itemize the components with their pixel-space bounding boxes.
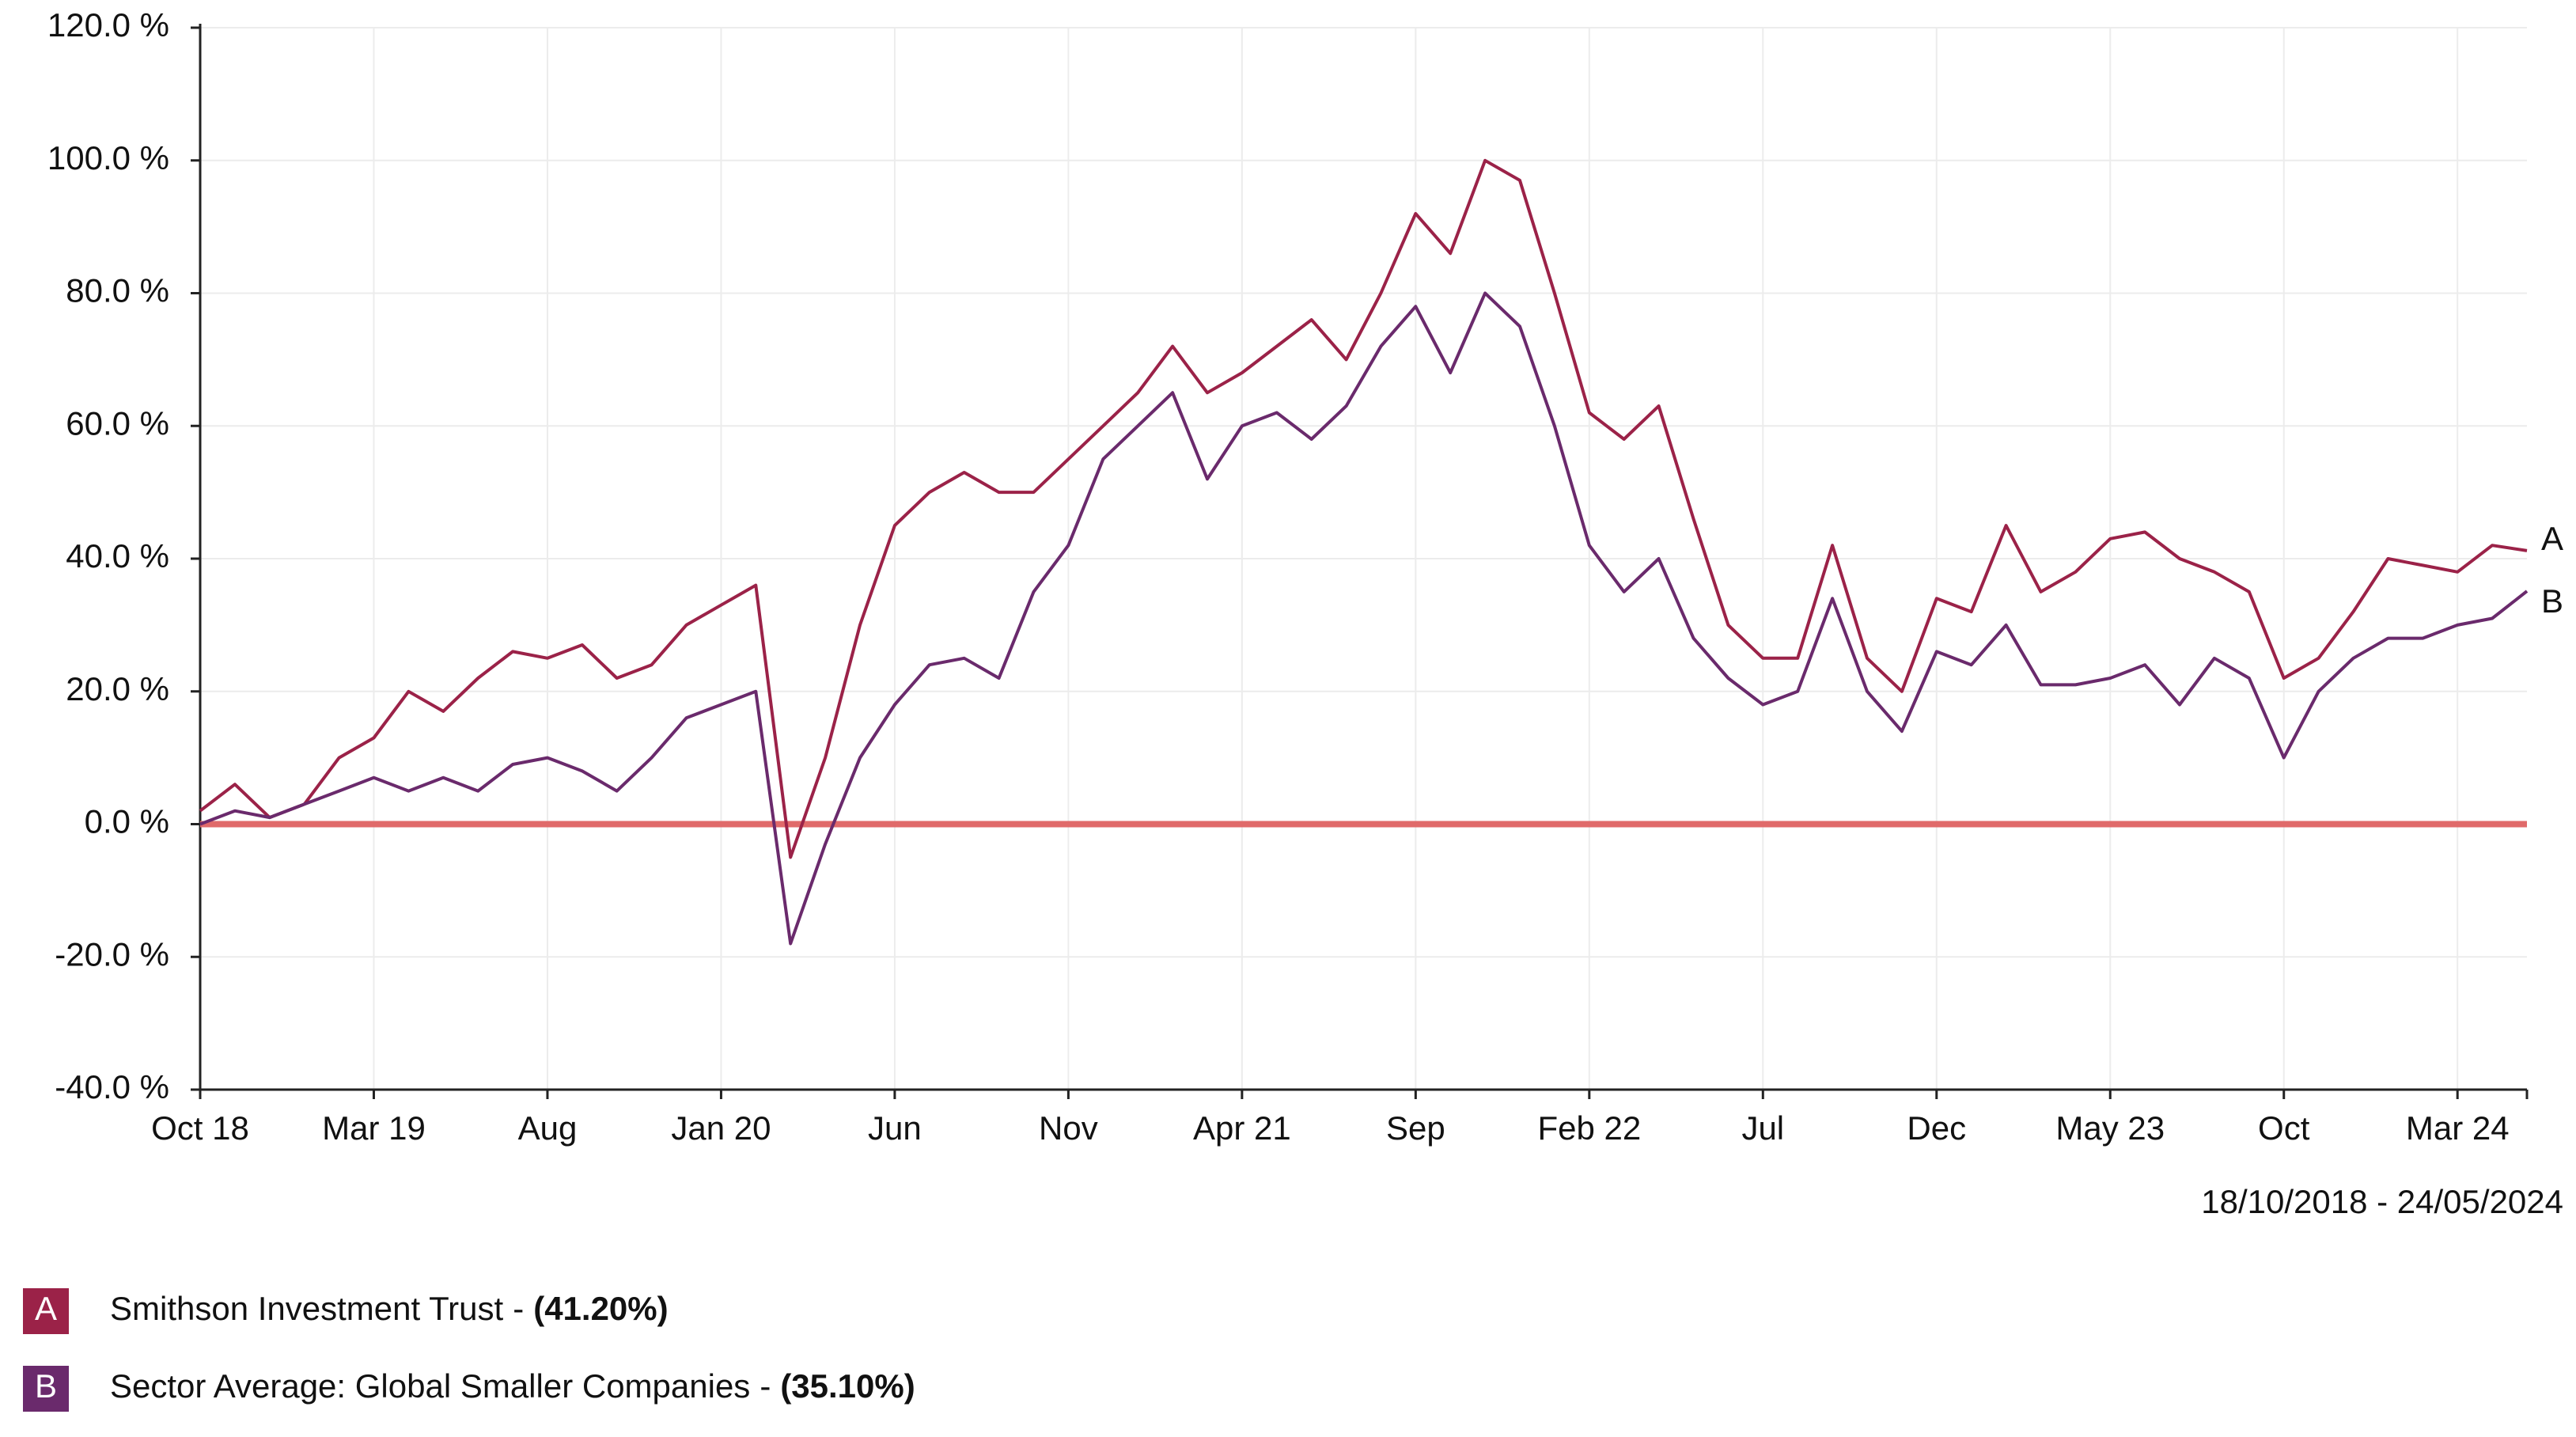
x-tick-label: Oct — [2258, 1109, 2310, 1147]
y-tick-label: 40.0 % — [66, 537, 169, 574]
legend-separator: - — [760, 1367, 771, 1405]
x-tick-label: Oct 18 — [151, 1109, 249, 1147]
x-tick-label: Feb 22 — [1537, 1109, 1641, 1147]
x-tick-label: Sep — [1386, 1109, 1445, 1147]
y-tick-label: -20.0 % — [55, 935, 169, 973]
series-line — [199, 158, 2528, 859]
legend-swatch — [23, 1288, 69, 1334]
x-tick-label: Jun — [868, 1109, 922, 1147]
y-tick-label: 100.0 % — [47, 139, 169, 176]
x-tick-label: Apr 21 — [1193, 1109, 1291, 1147]
x-tick-label: May 23 — [2055, 1109, 2165, 1147]
y-tick-label: 0.0 % — [85, 803, 169, 840]
end-label: B — [2541, 582, 2563, 620]
legend-marker: A — [35, 1290, 57, 1327]
x-tick-label: Jul — [1741, 1109, 1784, 1147]
legend-name: Smithson Investment Trust — [110, 1290, 504, 1327]
legend-value: (41.20%) — [533, 1290, 668, 1327]
x-tick-label: Mar 24 — [2406, 1109, 2510, 1147]
legend-entry: Sector Average: Global Smaller Companies… — [110, 1367, 915, 1405]
x-tick-label: Nov — [1039, 1109, 1098, 1147]
legend-name: Sector Average: Global Smaller Companies — [110, 1367, 750, 1405]
y-tick-label: 20.0 % — [66, 670, 169, 707]
legend-swatch — [23, 1366, 69, 1412]
y-tick-label: 120.0 % — [47, 6, 169, 44]
x-tick-label: Dec — [1907, 1109, 1966, 1147]
end-label: A — [2541, 520, 2563, 557]
x-tick-label: Mar 19 — [322, 1109, 426, 1147]
series-line — [199, 291, 2529, 946]
x-tick-label: Aug — [518, 1109, 578, 1147]
y-tick-label: 60.0 % — [66, 404, 169, 442]
y-tick-label: -40.0 % — [55, 1068, 169, 1105]
legend-marker: B — [35, 1367, 57, 1405]
legend-value: (35.10%) — [780, 1367, 915, 1405]
date-range: 18/10/2018 - 24/05/2024 — [2201, 1183, 2563, 1220]
x-tick-label: Jan 20 — [671, 1109, 771, 1147]
legend-entry: Smithson Investment Trust - (41.20%) — [110, 1290, 669, 1327]
legend-separator: - — [513, 1290, 524, 1327]
y-tick-label: 80.0 % — [66, 272, 169, 309]
